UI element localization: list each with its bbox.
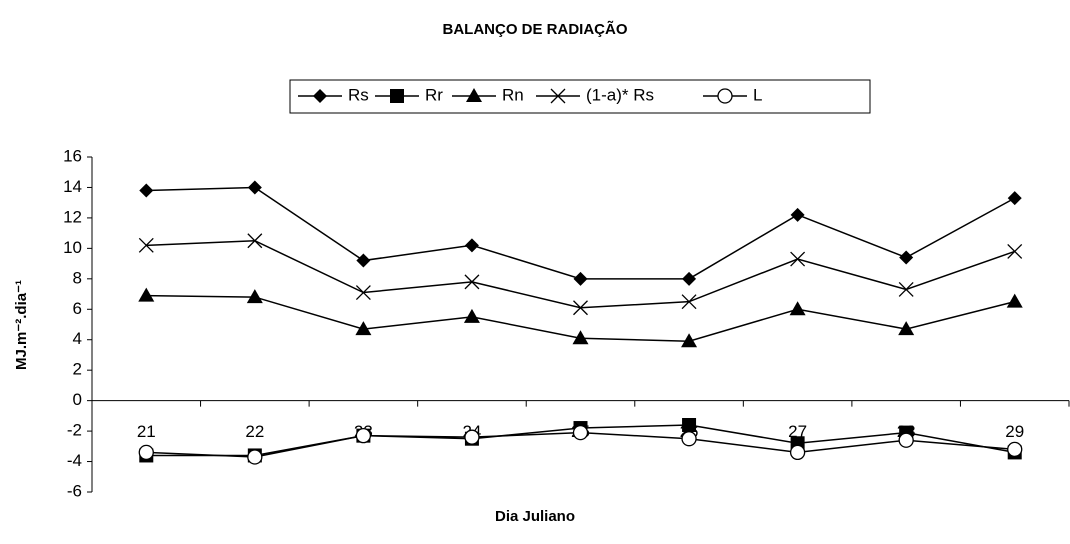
marker (247, 449, 263, 465)
legend-label: (1-a)* Rs (586, 85, 654, 104)
marker (573, 300, 588, 316)
marker (899, 250, 914, 265)
marker (138, 444, 154, 461)
x-tick-label: 29 (1005, 422, 1024, 441)
marker (681, 333, 698, 348)
marker (1007, 243, 1023, 259)
marker (717, 88, 733, 104)
marker (789, 301, 806, 316)
marker (790, 251, 806, 267)
marker (246, 289, 263, 304)
marker (1006, 293, 1023, 308)
marker (390, 89, 404, 103)
marker (466, 88, 482, 102)
y-tick-label: 2 (73, 360, 82, 379)
legend-label: L (753, 85, 762, 104)
marker (550, 88, 566, 104)
marker (790, 207, 805, 222)
marker (247, 233, 263, 249)
y-tick-label: -6 (67, 481, 82, 500)
y-tick-label: 6 (73, 299, 82, 318)
marker (313, 89, 327, 103)
x-tick-label: 21 (137, 422, 156, 441)
marker (681, 431, 697, 447)
marker (682, 418, 697, 432)
y-tick-label: 8 (73, 268, 82, 287)
y-tick-label: 4 (73, 329, 82, 348)
legend-label: Rr (425, 85, 443, 104)
y-tick-label: 16 (63, 146, 82, 165)
series-line (146, 186, 1016, 280)
y-tick-label: -2 (67, 421, 82, 440)
y-tick-label: 0 (73, 390, 82, 409)
marker (682, 271, 697, 286)
y-tick-label: 12 (63, 207, 82, 226)
marker (355, 285, 371, 300)
marker (1007, 191, 1022, 206)
marker (464, 274, 480, 290)
marker (572, 330, 589, 345)
marker (463, 308, 480, 323)
marker (464, 238, 479, 253)
legend-label: Rn (502, 85, 524, 104)
x-axis-title: Dia Juliano (495, 508, 575, 525)
x-tick-label: 22 (245, 422, 264, 441)
y-tick-label: -4 (67, 451, 82, 470)
marker (247, 180, 262, 195)
chart-title: BALANÇO DE RADIAÇÃO (443, 20, 628, 38)
marker (1007, 441, 1023, 458)
marker (789, 444, 806, 461)
y-tick-label: 10 (63, 238, 82, 257)
marker (898, 321, 915, 336)
marker (356, 253, 371, 268)
marker (138, 237, 154, 253)
marker (898, 282, 914, 297)
legend-label: Rs (348, 85, 369, 104)
marker (355, 321, 372, 336)
marker (355, 428, 372, 444)
y-axis-title: MJ.m⁻².dia⁻¹ (13, 280, 30, 370)
marker (681, 294, 697, 310)
marker (572, 424, 589, 441)
marker (139, 183, 154, 198)
marker (573, 271, 588, 286)
marker (138, 287, 155, 302)
y-tick-label: 14 (63, 177, 82, 196)
marker (898, 432, 914, 448)
marker (464, 429, 480, 445)
